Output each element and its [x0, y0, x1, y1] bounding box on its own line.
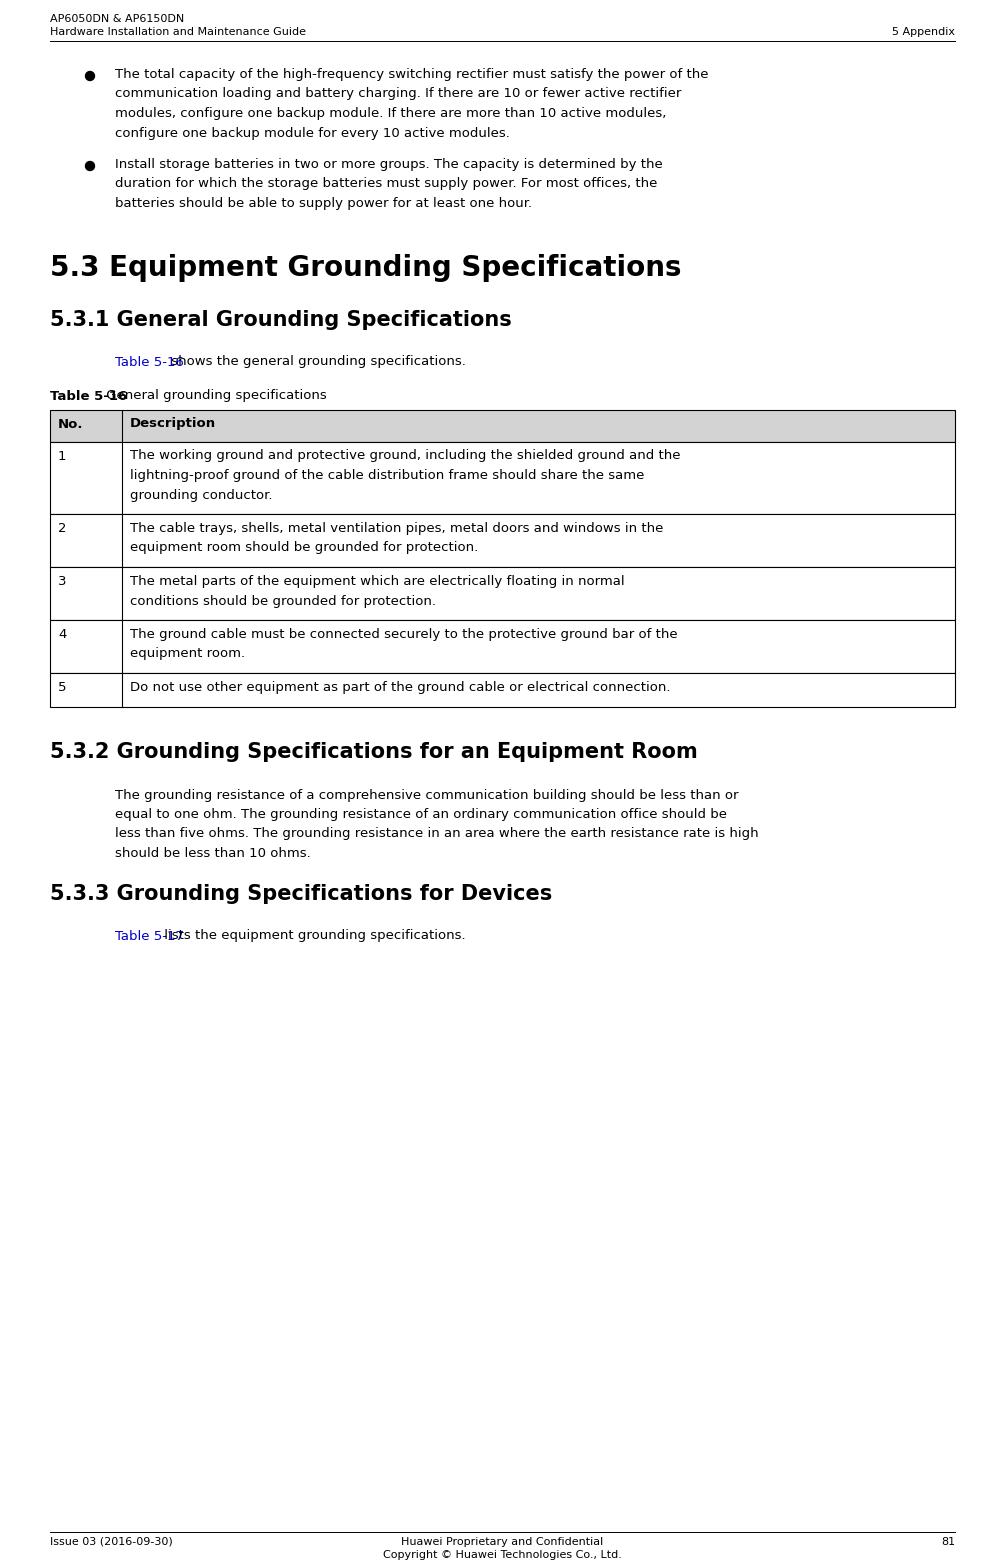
Text: equipment room.: equipment room. — [130, 647, 245, 661]
Text: The ground cable must be connected securely to the protective ground bar of the: The ground cable must be connected secur… — [130, 628, 677, 640]
Text: grounding conductor.: grounding conductor. — [130, 489, 272, 501]
Text: Table 5-16: Table 5-16 — [50, 390, 128, 402]
Text: Huawei Proprietary and Confidential: Huawei Proprietary and Confidential — [401, 1536, 603, 1547]
Text: Install storage batteries in two or more groups. The capacity is determined by t: Install storage batteries in two or more… — [115, 158, 662, 171]
Text: 81: 81 — [941, 1536, 955, 1547]
Text: AP6050DN & AP6150DN: AP6050DN & AP6150DN — [50, 14, 184, 23]
Text: 5 Appendix: 5 Appendix — [892, 27, 955, 38]
Text: shows the general grounding specifications.: shows the general grounding specificatio… — [167, 355, 466, 368]
Bar — [50, 409, 955, 442]
Text: 5: 5 — [58, 681, 66, 694]
Text: 5.3.1 General Grounding Specifications: 5.3.1 General Grounding Specifications — [50, 310, 512, 330]
Text: Table 5-17: Table 5-17 — [115, 930, 184, 943]
Text: Do not use other equipment as part of the ground cable or electrical connection.: Do not use other equipment as part of th… — [130, 681, 670, 694]
Bar — [50, 442, 955, 514]
Bar — [50, 567, 955, 620]
Text: The working ground and protective ground, including the shielded ground and the: The working ground and protective ground… — [130, 449, 680, 462]
Circle shape — [85, 161, 94, 171]
Text: 5.3.2 Grounding Specifications for an Equipment Room: 5.3.2 Grounding Specifications for an Eq… — [50, 742, 697, 763]
Text: Copyright © Huawei Technologies Co., Ltd.: Copyright © Huawei Technologies Co., Ltd… — [383, 1550, 621, 1560]
Text: General grounding specifications: General grounding specifications — [102, 390, 327, 402]
Text: Issue 03 (2016-09-30): Issue 03 (2016-09-30) — [50, 1536, 173, 1547]
Circle shape — [85, 72, 94, 80]
Text: The cable trays, shells, metal ventilation pipes, metal doors and windows in the: The cable trays, shells, metal ventilati… — [130, 521, 663, 536]
Text: The grounding resistance of a comprehensive communication building should be les: The grounding resistance of a comprehens… — [115, 789, 739, 802]
Text: duration for which the storage batteries must supply power. For most offices, th: duration for which the storage batteries… — [115, 177, 657, 191]
Text: modules, configure one backup module. If there are more than 10 active modules,: modules, configure one backup module. If… — [115, 106, 666, 121]
Text: lightning-proof ground of the cable distribution frame should share the same: lightning-proof ground of the cable dist… — [130, 468, 644, 482]
Text: 5.3.3 Grounding Specifications for Devices: 5.3.3 Grounding Specifications for Devic… — [50, 885, 553, 905]
Text: 3: 3 — [58, 575, 66, 587]
Bar — [50, 673, 955, 706]
Text: 1: 1 — [58, 449, 66, 462]
Text: Hardware Installation and Maintenance Guide: Hardware Installation and Maintenance Gu… — [50, 27, 306, 38]
Text: 4: 4 — [58, 628, 66, 640]
Text: batteries should be able to supply power for at least one hour.: batteries should be able to supply power… — [115, 197, 532, 210]
Text: Table 5-16: Table 5-16 — [115, 355, 184, 368]
Text: The total capacity of the high-frequency switching rectifier must satisfy the po: The total capacity of the high-frequency… — [115, 67, 709, 81]
Bar — [50, 620, 955, 673]
Text: 2: 2 — [58, 521, 66, 536]
Text: lists the equipment grounding specifications.: lists the equipment grounding specificat… — [160, 930, 465, 943]
Text: The metal parts of the equipment which are electrically floating in normal: The metal parts of the equipment which a… — [130, 575, 625, 587]
Text: 5.3 Equipment Grounding Specifications: 5.3 Equipment Grounding Specifications — [50, 255, 681, 282]
Text: Description: Description — [130, 418, 216, 431]
Bar — [50, 514, 955, 567]
Text: equal to one ohm. The grounding resistance of an ordinary communication office s: equal to one ohm. The grounding resistan… — [115, 808, 727, 821]
Text: No.: No. — [58, 418, 83, 431]
Text: equipment room should be grounded for protection.: equipment room should be grounded for pr… — [130, 542, 478, 554]
Text: conditions should be grounded for protection.: conditions should be grounded for protec… — [130, 595, 436, 608]
Text: should be less than 10 ohms.: should be less than 10 ohms. — [115, 847, 311, 860]
Text: communication loading and battery charging. If there are 10 or fewer active rect: communication loading and battery chargi… — [115, 88, 681, 100]
Text: configure one backup module for every 10 active modules.: configure one backup module for every 10… — [115, 127, 510, 139]
Text: less than five ohms. The grounding resistance in an area where the earth resista: less than five ohms. The grounding resis… — [115, 827, 759, 841]
